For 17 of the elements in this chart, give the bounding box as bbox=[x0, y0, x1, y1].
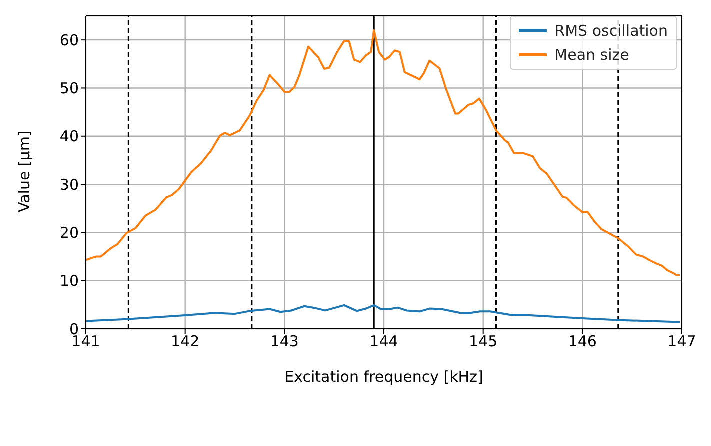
x-tick-label: 142 bbox=[171, 332, 200, 351]
y-tick-label: 60 bbox=[60, 31, 79, 50]
y-axis-title: Value [µm] bbox=[15, 130, 34, 212]
y-tick-label: 10 bbox=[60, 272, 79, 290]
x-tick-label: 143 bbox=[270, 332, 299, 351]
y-tick-label: 50 bbox=[60, 80, 79, 98]
x-axis-title: Excitation frequency [kHz] bbox=[284, 368, 484, 386]
x-tick-label: 146 bbox=[568, 332, 597, 351]
y-tick-label: 30 bbox=[60, 176, 79, 194]
x-tick-label: 144 bbox=[370, 332, 398, 351]
x-tick-label: 147 bbox=[668, 332, 696, 351]
legend-label: RMS oscillation bbox=[554, 21, 668, 42]
legend-label: Mean size bbox=[554, 45, 630, 66]
y-tick-label: 20 bbox=[60, 224, 79, 242]
line-series bbox=[86, 304, 682, 324]
x-tick-label: 145 bbox=[469, 332, 498, 351]
y-tick-label: 40 bbox=[60, 128, 79, 146]
